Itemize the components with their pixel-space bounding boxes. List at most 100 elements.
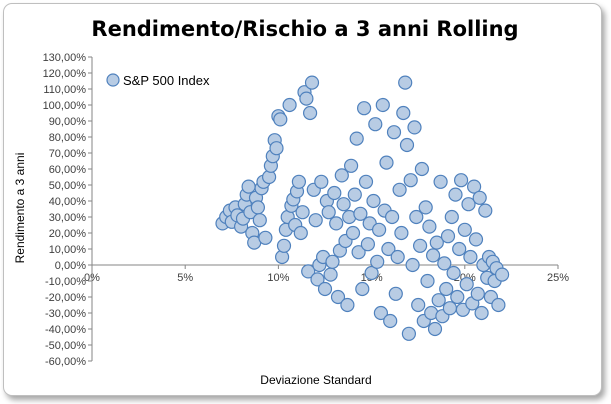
data-point (345, 225, 361, 241)
data-point (317, 281, 333, 297)
y-tick-label: 40,00% (49, 196, 87, 208)
y-tick-label: 70,00% (49, 148, 87, 160)
data-point (446, 265, 461, 281)
data-point (429, 235, 444, 250)
y-tick-label: -50,00% (45, 340, 86, 352)
y-tick-label: 50,00% (49, 180, 87, 192)
data-point (334, 168, 349, 183)
data-point (405, 257, 420, 273)
y-tick-label: 110,00% (43, 84, 86, 96)
data-point (325, 254, 340, 269)
data-point (340, 297, 355, 313)
legend-marker (106, 73, 120, 87)
data-point (388, 286, 403, 301)
data-point (399, 137, 415, 153)
data-point (413, 238, 428, 253)
data-point (467, 179, 482, 194)
data-point (357, 101, 372, 116)
data-point (358, 174, 374, 189)
y-tick-label: 10,00% (49, 244, 87, 256)
data-point (390, 249, 405, 265)
data-point (336, 197, 351, 212)
data-point (426, 248, 441, 263)
y-tick-label: 20,00% (49, 228, 87, 240)
data-point (398, 75, 413, 90)
legend-label: S&P 500 Index (123, 73, 210, 88)
data-point (470, 286, 485, 301)
data-point (250, 200, 265, 215)
y-tick-label: -30,00% (45, 308, 86, 320)
data-point (310, 272, 325, 287)
y-tick-label: 60,00% (49, 164, 87, 176)
data-point (366, 193, 381, 209)
data-point (295, 205, 310, 220)
y-tick-label: 90,00% (49, 116, 87, 128)
data-point (291, 174, 306, 189)
data-point (276, 238, 292, 253)
data-point (431, 293, 446, 308)
data-point (293, 225, 308, 241)
data-point (394, 225, 409, 241)
data-point (301, 264, 316, 279)
data-point (386, 125, 402, 140)
data-point (409, 209, 424, 225)
data-point (360, 237, 375, 252)
x-tick-label: 5% (177, 272, 193, 284)
data-point (422, 219, 437, 234)
data-point (252, 213, 267, 228)
data-point (427, 321, 443, 337)
data-point (385, 209, 400, 225)
data-point (414, 161, 429, 177)
data-point (373, 305, 388, 321)
data-point (303, 105, 318, 121)
data-point (383, 313, 398, 329)
y-axis-title: Rendimento a 3 anni (13, 153, 27, 264)
data-point (444, 209, 459, 225)
x-axis-title: Deviazione Standard (260, 373, 371, 387)
data-point (450, 289, 465, 305)
data-point (454, 173, 469, 188)
data-point (420, 273, 435, 289)
data-point (282, 97, 297, 113)
data-point (304, 75, 320, 90)
y-tick-label: -40,00% (45, 324, 86, 336)
y-tick-label: 130,00% (43, 52, 87, 64)
data-point (448, 187, 463, 202)
data-point (478, 203, 493, 218)
data-point (407, 120, 422, 135)
data-point (381, 241, 396, 257)
series-sp500-points (215, 75, 510, 341)
data-point (442, 301, 457, 316)
data-point (439, 281, 454, 297)
data-point (327, 185, 342, 201)
data-point (344, 158, 359, 173)
data-point (418, 200, 433, 215)
data-point (411, 297, 426, 313)
chart-title: Rendimento/Rischio a 3 anni Rolling (91, 17, 518, 41)
y-axis: 130,00% 120,00% 110,00% 100,00% 90,00% 80,00%… (43, 52, 92, 368)
data-point (375, 97, 390, 113)
y-tick-label: -10,00% (45, 276, 86, 288)
data-point (351, 245, 366, 260)
data-point (401, 326, 416, 341)
data-point (392, 182, 407, 197)
data-point (364, 265, 379, 281)
data-point (452, 241, 467, 257)
y-tick-label: 0,00% (55, 260, 86, 272)
data-point (349, 131, 364, 146)
data-point (241, 179, 256, 194)
y-tick-label: 30,00% (49, 212, 87, 224)
data-point (461, 197, 476, 212)
data-point (474, 305, 489, 321)
data-point (308, 213, 323, 228)
data-point (459, 277, 474, 292)
data-point (403, 173, 418, 188)
data-point (463, 249, 478, 265)
data-point (468, 232, 484, 247)
y-tick-label: 80,00% (49, 132, 87, 144)
data-point (258, 230, 273, 245)
data-point (329, 216, 344, 231)
data-point (321, 205, 336, 220)
data-point (495, 267, 510, 282)
y-tick-label: 100,00% (43, 100, 87, 112)
